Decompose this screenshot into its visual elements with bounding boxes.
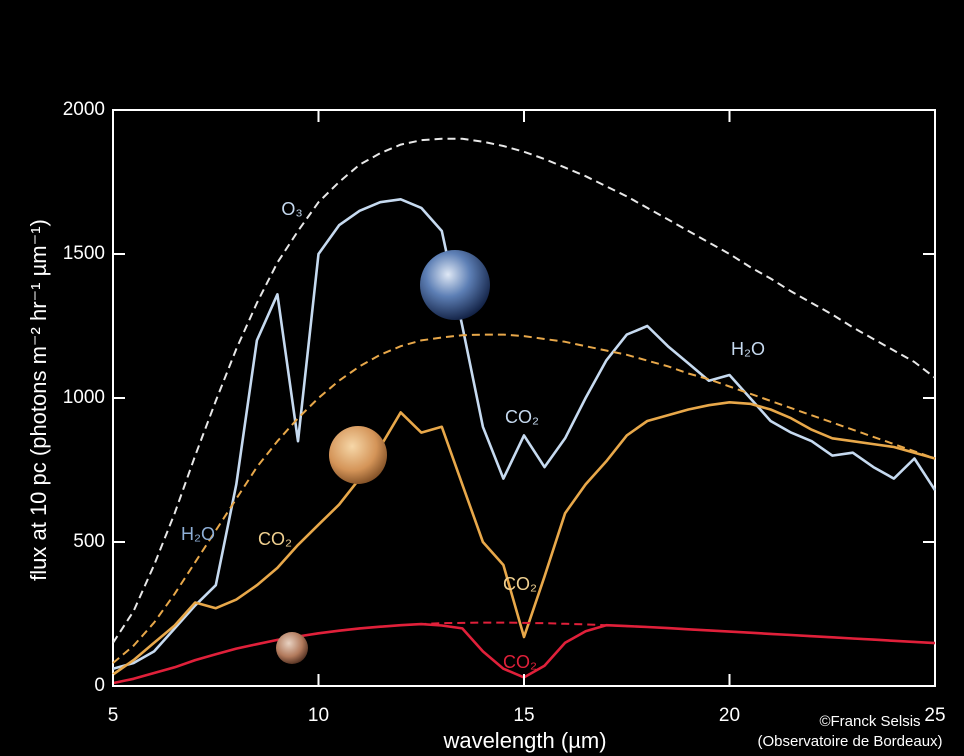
annotation: CO₂ bbox=[505, 407, 539, 427]
y-tick-label: 1500 bbox=[63, 243, 105, 264]
credit: ©Franck Selsis bbox=[819, 713, 920, 730]
x-tick-label: 20 bbox=[719, 705, 740, 726]
annotation: H₂O bbox=[731, 339, 765, 359]
annotation: CO₂ bbox=[503, 652, 537, 672]
y-tick-label: 1000 bbox=[63, 387, 105, 408]
credit: (Observatoire de Bordeaux) bbox=[757, 733, 942, 750]
annotation: CO₂ bbox=[258, 529, 292, 549]
earth-image bbox=[420, 250, 490, 320]
y-axis-title: flux at 10 pc (photons m⁻² hr⁻¹ µm⁻¹) bbox=[26, 219, 51, 581]
spectrum-line bbox=[112, 198, 937, 670]
y-tick-label: 500 bbox=[73, 531, 105, 552]
x-axis-title: wavelength (µm) bbox=[442, 728, 606, 753]
x-tick-label: 15 bbox=[513, 705, 534, 726]
annotation: CO₂ bbox=[503, 574, 537, 594]
x-tick-label: 25 bbox=[924, 705, 945, 726]
y-tick-label: 2000 bbox=[63, 99, 105, 120]
annotation: H₂O bbox=[181, 524, 215, 544]
x-tick-label: 5 bbox=[108, 705, 119, 726]
annotation: O₃ bbox=[281, 199, 302, 219]
spectrum-line bbox=[112, 401, 936, 676]
x-tick-label: 10 bbox=[308, 705, 329, 726]
mars-image bbox=[276, 632, 308, 664]
y-tick-label: 0 bbox=[94, 675, 105, 696]
venus-image bbox=[329, 426, 387, 484]
model-curve bbox=[112, 137, 936, 644]
model-curve bbox=[112, 333, 936, 664]
